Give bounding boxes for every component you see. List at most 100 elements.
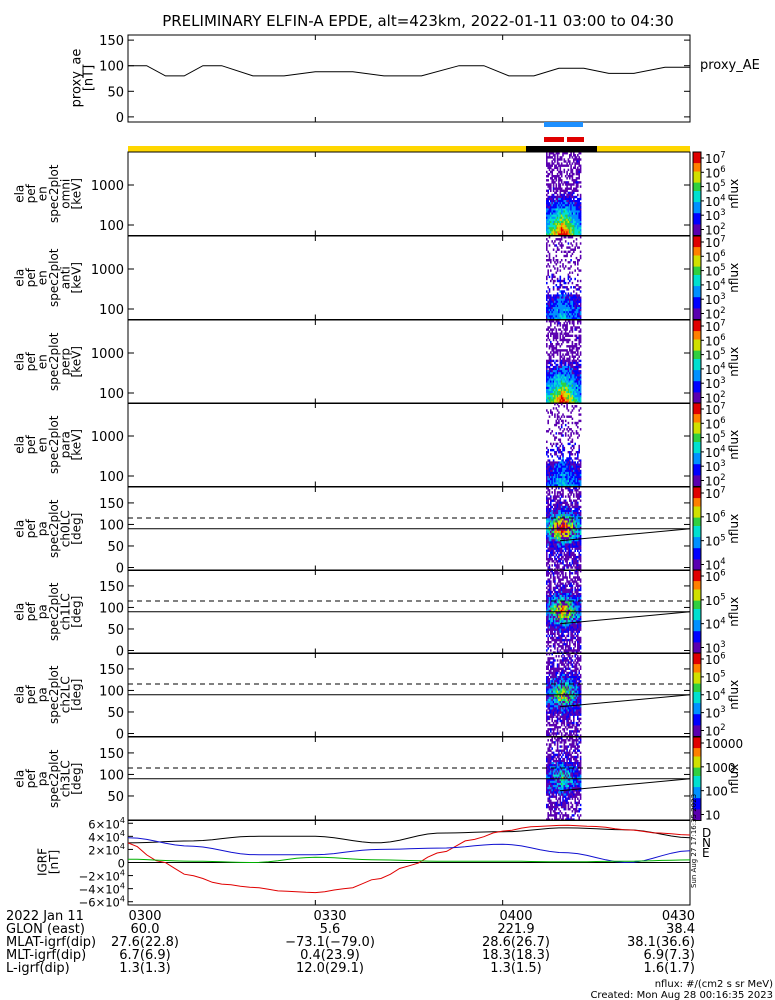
spectrogram-cell [547,705,549,708]
spectrogram-cell [560,313,563,316]
spectrogram-cell [574,469,576,473]
spectrogram-cell [560,370,563,373]
spectrogram-cell [555,539,558,542]
spectrogram-cell [563,324,566,327]
spectrogram-cell [559,671,562,675]
spectrogram-cell [546,189,548,192]
spectrogram-cell [547,240,549,243]
spectrogram-cell [579,328,582,331]
spectrogram-cell [547,332,549,335]
spectrogram-cell [567,206,570,209]
spectrogram-cell [569,428,571,431]
spectrogram-cell [546,613,548,617]
spectrogram-cell [570,489,572,492]
spectrogram-cell [562,471,564,475]
spectrogram-cell [558,378,560,381]
spectrogram-cell [571,628,574,631]
spectrogram-cell [546,701,548,704]
spectrogram-cell [577,361,579,365]
spectrogram-cell [563,507,566,511]
spectrogram-cell [570,265,572,268]
spectrogram-cell [575,457,578,460]
spectrogram-cell [577,261,579,264]
losscone-line [559,611,691,625]
colorbar-cell [693,325,701,329]
spectrogram-cell [546,661,548,664]
spectrogram-cell [548,510,551,513]
spectrogram-cell [562,326,564,329]
spectrogram-cell [558,690,560,693]
spectrogram-cell [578,206,580,209]
spectrogram-cell [570,638,572,642]
spectrogram-cell [554,703,556,706]
spectrogram-cell [555,347,558,350]
spectrogram-cell [569,393,571,396]
spectrogram-cell [577,624,579,627]
spectrogram-cell [569,300,571,304]
spectrogram-cell [560,434,563,437]
spectrogram-cell [547,334,549,337]
spectrogram-cell [574,471,576,475]
spectrogram-cell [573,626,575,629]
spectrogram-cell [571,641,574,644]
spectrogram-cell [564,368,567,371]
spectrogram-cell [556,717,559,721]
spectrogram-cell [575,349,578,352]
spectrogram-cell [574,204,576,207]
spectrogram-cell [569,480,571,483]
spectrogram-cell [555,537,558,540]
spectrogram-cell [571,405,574,408]
spectrogram-cell [551,690,553,693]
spectrogram-cell [556,200,559,203]
spectrogram-cell [548,711,551,714]
spectrogram-cell [566,560,568,563]
spectrogram-cell [556,721,559,725]
spectrogram-cell [547,701,549,704]
spectrogram-cell [573,595,575,598]
spectrogram-cell [551,372,553,375]
spectrogram-cell [579,510,582,513]
spectrogram-cell [554,705,556,708]
spectrogram-cell [554,397,556,400]
spectrogram-cell [547,388,549,392]
spectrogram-cell [566,605,568,608]
spectrogram-cell [552,522,555,525]
spectrogram-cell [554,601,556,604]
colorbar-cell [693,320,701,324]
spectrogram-cell [570,549,572,552]
spectrogram-cell [548,218,551,222]
spectrogram-cell [577,497,579,500]
spectrogram-cell [570,632,572,635]
spectrogram-cell [566,463,568,466]
ylabel-omni-line: pef [24,183,38,203]
spectrogram-cell [564,250,567,253]
colorbar-cell [693,447,701,451]
spectrogram-cell [558,438,560,441]
spectrogram-cell [573,613,575,617]
spectrogram-cell [558,195,560,199]
spectrogram-cell [573,620,575,623]
spectrogram-cell [566,578,568,581]
spectrogram-cell [579,236,582,239]
spectrogram-cell [547,497,549,500]
spectrogram-cell [578,372,580,375]
spectrogram-cell [578,397,580,400]
spectrogram-cell [579,269,582,272]
spectrogram-cell [552,628,555,631]
spectrogram-cell [554,609,556,613]
spectrogram-cell [546,368,548,371]
spectrogram-cell [550,626,552,629]
spectrogram-cell [547,370,549,373]
spectrogram-cell [555,732,558,735]
spectrogram-cell [546,611,548,615]
spectrogram-cell [569,626,571,629]
spectrogram-cell [559,624,562,627]
spectrogram-cell [571,522,574,525]
spectrogram-cell [574,164,576,167]
spectrogram-cell [556,551,559,555]
spectrogram-cell [577,512,579,515]
spectrogram-cell [555,421,558,425]
spectrogram-cell [574,649,576,652]
spectrogram-cell [554,626,556,629]
spectrogram-cell [566,564,568,567]
